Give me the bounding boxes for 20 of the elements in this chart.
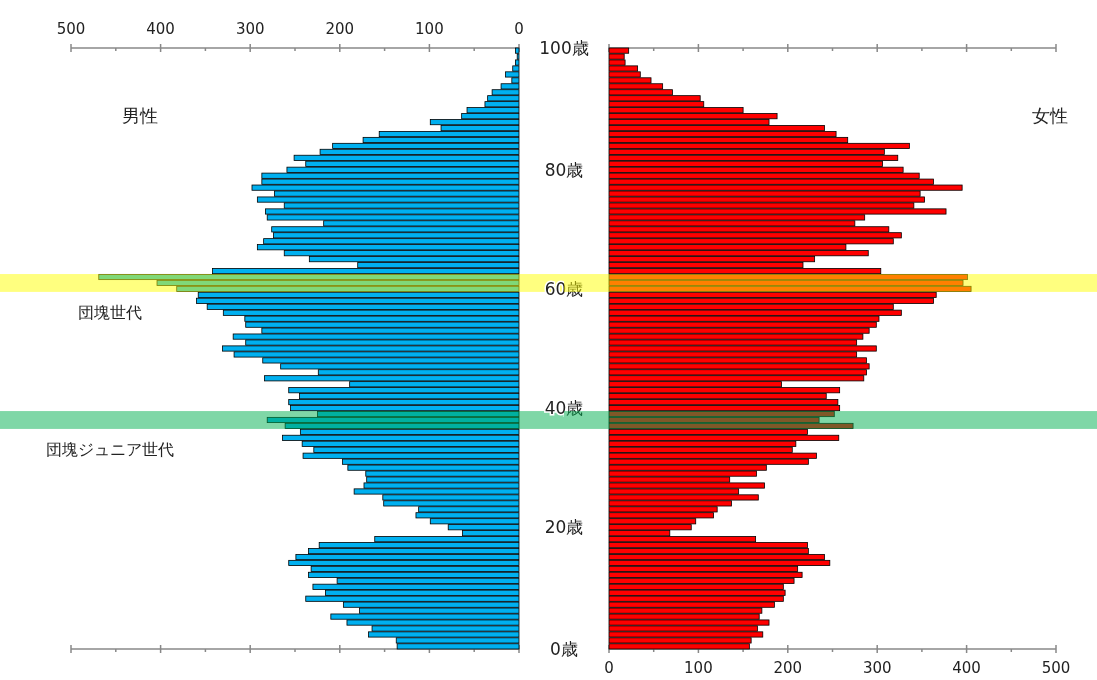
x-tick-label: 200 xyxy=(325,20,355,38)
x-tick-label: 500 xyxy=(1041,659,1071,677)
text: 女性 xyxy=(1032,105,1068,126)
y-tick-label: 80歳 xyxy=(544,159,584,180)
y-tick-label: 0歳 xyxy=(550,639,578,659)
y-tick-label: 20歳 xyxy=(544,517,584,538)
y-tick-label: 100歳 xyxy=(539,38,589,58)
x-tick-label: 400 xyxy=(952,659,981,677)
x-tick-label: 300 xyxy=(235,20,265,38)
x-tick-label: 0 xyxy=(514,20,524,38)
x-tick-label: 0 xyxy=(604,659,614,677)
x-tick-label: 400 xyxy=(146,20,175,38)
x-tick-label: 500 xyxy=(56,20,86,38)
x-tick-label: 100 xyxy=(684,659,713,677)
text: 男性 xyxy=(122,105,158,126)
x-tick-label: 200 xyxy=(773,659,803,677)
x-tick-label: 100 xyxy=(415,20,444,38)
annotation: 団塊ジュニア世代 xyxy=(46,440,174,459)
annotation: 団塊世代 xyxy=(78,303,142,322)
x-tick-label: 300 xyxy=(862,659,892,677)
